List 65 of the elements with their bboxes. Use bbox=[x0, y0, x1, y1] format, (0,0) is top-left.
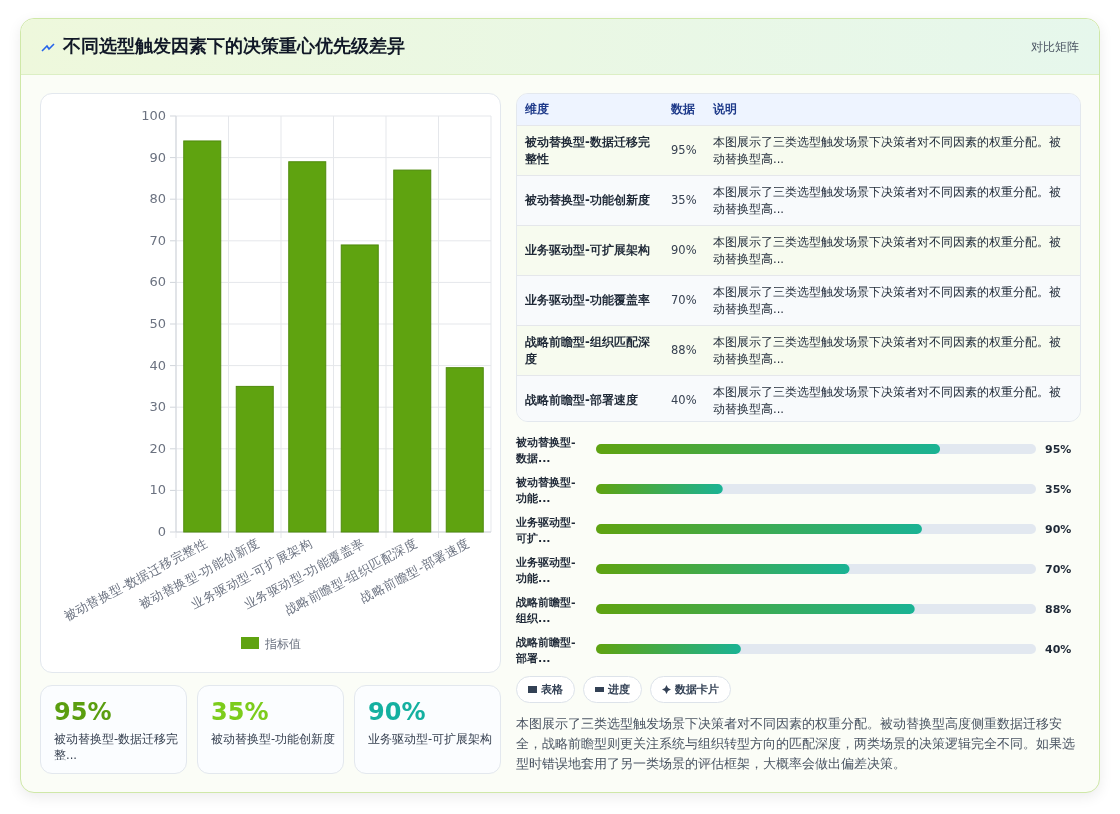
text: 本图展示了三类选型触发场景下决策者对不同因素的权重分配。被动替换型高... bbox=[705, 275, 1080, 326]
bar bbox=[445, 367, 484, 533]
category-label: 被动替换型-功能创新度 bbox=[517, 175, 663, 226]
data-label: 35% bbox=[211, 698, 269, 726]
text: 对比矩阵 bbox=[1031, 39, 1079, 56]
text: 维度 bbox=[517, 94, 663, 126]
text: 本图展示了三类选型触发场景下决策者对不同因素的权重分配。被动替换型高... bbox=[705, 125, 1080, 176]
category-label: 数据卡片 bbox=[650, 676, 731, 703]
category-label: 战略前瞻型-组织匹配深度 bbox=[517, 325, 663, 376]
y-tick-label: 0 bbox=[157, 524, 166, 539]
data-label: 88% bbox=[1045, 603, 1072, 616]
data-label: 70% bbox=[663, 275, 705, 326]
data-label: 40% bbox=[670, 392, 698, 409]
bar bbox=[183, 140, 222, 533]
y-tick-label: 被动替换型-数据... bbox=[515, 436, 576, 465]
data-label: 95% bbox=[1045, 443, 1072, 456]
y-tick-label: 20 bbox=[149, 440, 166, 456]
y-tick-label: 业务驱动型-功能... bbox=[515, 556, 576, 585]
y-tick-label: 战略前瞻型-部署... bbox=[515, 636, 576, 665]
category-label: 表格 bbox=[516, 676, 575, 703]
category-label: 被动替换型-功能创新度 bbox=[211, 731, 336, 747]
data-label: 88% bbox=[663, 325, 705, 376]
category-label: 战略前瞻型-部署速度 bbox=[524, 392, 639, 409]
y-tick-label: 30 bbox=[149, 399, 166, 415]
text: 本图展示了三类选型触发场景下决策者对不同因素的权重分配。被动替换型高... bbox=[705, 325, 1080, 376]
data-label: 35% bbox=[663, 175, 705, 226]
text: 本图展示了三类选型触发场景下决策者对不同因素的权重分配。被动替换型高... bbox=[712, 383, 1062, 418]
category-label: 被动替换型-数据迁移完整... bbox=[54, 731, 179, 763]
data-label: 90% bbox=[1045, 523, 1072, 536]
data-label: 35% bbox=[1045, 483, 1072, 496]
text: 数据 bbox=[663, 94, 705, 126]
y-tick-label: 10 bbox=[149, 482, 166, 498]
bar bbox=[340, 244, 379, 533]
category-label: 业务驱动型-可扩展架构 bbox=[368, 731, 493, 747]
category-label: 进度 bbox=[583, 676, 642, 703]
y-tick-label: 60 bbox=[149, 274, 166, 290]
text: 本图展示了三类选型触发场景下决策者对不同因素的权重分配。被动替换型高... bbox=[705, 225, 1080, 276]
data-label: 70% bbox=[1045, 563, 1072, 576]
data-label: 95% bbox=[54, 698, 112, 726]
text: 本图展示了三类选型触发场景下决策者对不同因素的权重分配。被动替换型高... bbox=[705, 175, 1080, 226]
y-tick-label: 70 bbox=[149, 232, 166, 248]
bar bbox=[596, 644, 741, 654]
bar bbox=[596, 484, 723, 494]
data-label: 95% bbox=[663, 125, 705, 176]
data-label: 90% bbox=[368, 698, 426, 726]
text: 本图展示了三类选型触发场景下决策者对不同因素的权重分配。被动替换型高度侧重数据迁移安全，战略前瞻型则更关注系统与组织转型方向的匹配深度，两类场景的决策逻辑完全不同。如果选型时错误地套用了另一类场景的评估框架，大概率会做出偏差决策。 bbox=[516, 715, 1076, 773]
text: 指标值 bbox=[264, 637, 301, 651]
bar bbox=[235, 385, 274, 533]
y-tick-label: 被动替换型-功能... bbox=[515, 476, 576, 505]
y-tick-label: 40 bbox=[149, 357, 166, 373]
data-label: 90% bbox=[663, 225, 705, 276]
y-tick-label: 90 bbox=[149, 149, 166, 165]
text: 不同选型触发因素下的决策重心优先级差异 bbox=[63, 34, 405, 58]
y-tick-label: 100 bbox=[141, 108, 166, 123]
category-label: 被动替换型-数据迁移完整性 bbox=[517, 125, 663, 176]
bar bbox=[288, 161, 327, 533]
data-label: 40% bbox=[1045, 643, 1072, 656]
bar bbox=[393, 169, 432, 533]
y-tick-label: 50 bbox=[149, 316, 166, 331]
category-label: 业务驱动型-可扩展架构 bbox=[517, 225, 663, 276]
category-label: 业务驱动型-功能覆盖率 bbox=[517, 275, 663, 326]
y-tick-label: 80 bbox=[149, 191, 166, 207]
text: 说明 bbox=[705, 94, 1080, 126]
y-tick-label: 战略前瞻型-组织... bbox=[515, 596, 576, 625]
y-tick-label: 业务驱动型-可扩... bbox=[515, 516, 576, 545]
